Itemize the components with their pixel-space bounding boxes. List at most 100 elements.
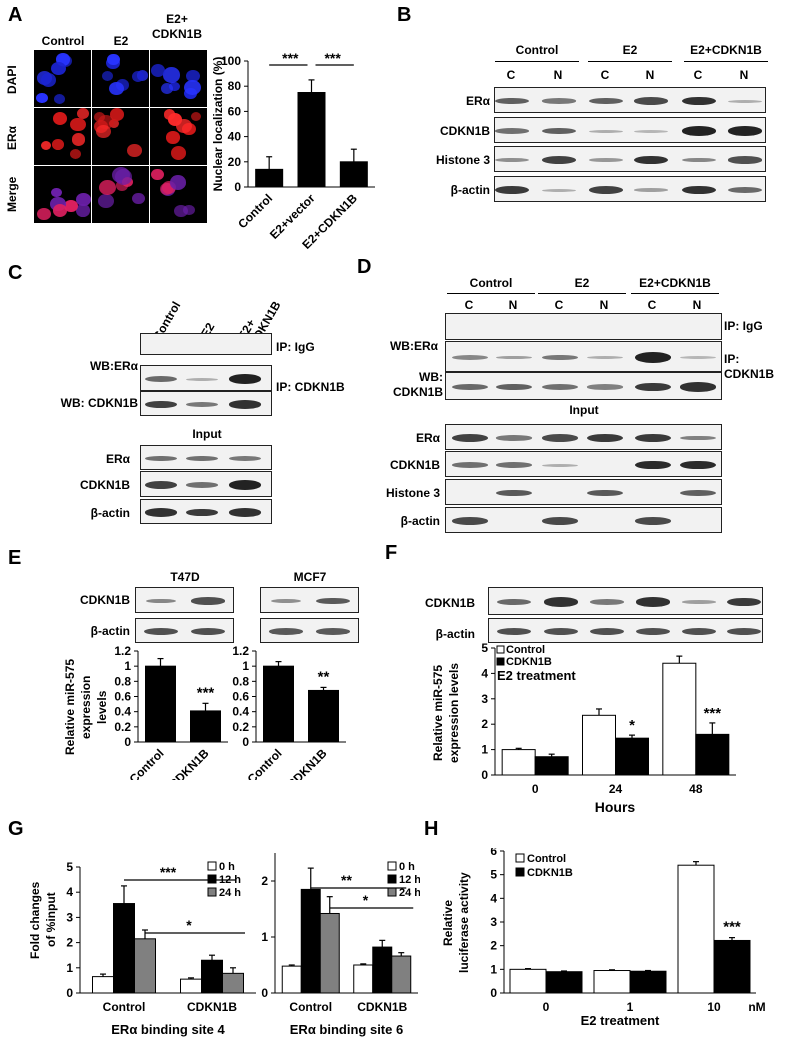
group-label: E2+CDKN1B (639, 276, 711, 290)
panel-c-wb-cdkn1b: WB: CDKN1B (60, 396, 138, 410)
legend-label: 0 h (219, 861, 235, 873)
band (682, 126, 716, 136)
blot-row-label: ERα (465, 94, 490, 108)
y-tick-label: 1 (490, 962, 497, 976)
x-tick-label: CDKN1B (284, 746, 329, 780)
band (587, 356, 623, 359)
band (589, 186, 623, 194)
lane-label: C (647, 298, 657, 312)
nucleus (114, 169, 132, 185)
micrograph-cell (92, 108, 149, 165)
nucleus (190, 111, 202, 122)
y-tick-label: 0.8 (232, 674, 249, 688)
band (146, 598, 176, 604)
band (634, 188, 668, 192)
y-tick-label: 4 (66, 885, 73, 899)
y-tick-label: 40 (228, 130, 242, 144)
bar (713, 939, 751, 994)
band (452, 383, 488, 391)
band (635, 460, 671, 470)
band (495, 157, 529, 163)
x-tick-label: CDKN1B (357, 1000, 407, 1014)
band (452, 517, 488, 525)
bar (501, 749, 536, 776)
panel-c-wb-era: WB:ERα (89, 359, 138, 373)
legend-swatch (515, 867, 525, 877)
band (727, 628, 761, 635)
nucleus (132, 192, 145, 204)
blot-strip (494, 176, 766, 202)
y-tick-label: 0.4 (114, 705, 131, 719)
bar (509, 968, 547, 994)
lane-label: N (645, 68, 655, 82)
nucleus (108, 82, 124, 96)
x-tick-label: Control (245, 746, 285, 780)
bar (190, 710, 221, 743)
panel-label-c: C (8, 262, 23, 284)
nucleus (99, 179, 116, 195)
chart-a-nuclear-localization: 020406080100ControlE2+vectorE2+CDKN1BNuc… (211, 50, 375, 250)
nucleus (102, 70, 114, 81)
significance-stars: *** (324, 50, 341, 66)
blot-strip (260, 618, 359, 643)
nucleus (64, 199, 79, 213)
x-tick-label: 0 (532, 782, 539, 796)
blot-strip (445, 451, 722, 477)
band (682, 628, 716, 635)
band (544, 628, 578, 635)
legend-swatch (207, 874, 217, 884)
panel-d-ip-cdkn1b: IP: CDKN1B (724, 352, 775, 381)
bar (353, 964, 374, 994)
x-tick-label: 1 (627, 1000, 634, 1014)
bar (534, 756, 569, 776)
group-underline (588, 61, 672, 62)
bar (339, 161, 368, 188)
significance-stars: ** (341, 872, 352, 888)
micrograph-cell (150, 50, 207, 107)
panel-a-col-control: Control (41, 34, 85, 48)
blot-strip (494, 117, 766, 143)
band (635, 352, 671, 363)
blot-strip (135, 618, 234, 643)
band (316, 597, 350, 605)
bar (145, 665, 176, 743)
band (589, 158, 623, 162)
panel-h-ylabel: Relative luciferase activity (441, 872, 471, 974)
blot-row-label: β-actin (450, 183, 490, 197)
nucleus (109, 108, 124, 121)
y-tick-label: 60 (228, 104, 242, 118)
blot-row-label: β-actin (90, 506, 130, 520)
y-tick-label: 0.6 (232, 690, 249, 704)
band (271, 598, 301, 604)
band (144, 628, 178, 635)
band (727, 597, 761, 607)
bar (113, 903, 135, 994)
bar (300, 888, 321, 994)
nucleus (166, 131, 180, 144)
blot-row-label: Histone 3 (385, 486, 440, 500)
lane-label: C (693, 68, 703, 82)
legend-label: Control (527, 853, 566, 865)
group-label: Control (469, 276, 513, 290)
y-tick-label: 1 (261, 930, 268, 944)
y-tick-label: 4 (490, 891, 497, 905)
y-tick-label: 0 (66, 986, 73, 1000)
panel-a-row-dapi: DAPI (5, 65, 19, 94)
y-tick-label: 0.8 (114, 674, 131, 688)
band (186, 455, 218, 462)
lane-label: C (464, 298, 474, 312)
bar (222, 972, 244, 994)
lane-label: C (506, 68, 516, 82)
blot-row-label: ERα (105, 452, 130, 466)
legend-label: CDKN1B (527, 867, 573, 879)
panel-d-wb-era: WB:ERα (389, 339, 438, 353)
y-tick-label: 1 (481, 743, 488, 757)
blot-strip (140, 391, 272, 416)
blot-title: T47D (170, 570, 200, 584)
blot-row-label: CDKN1B (439, 124, 490, 138)
band (635, 382, 671, 392)
band (542, 384, 578, 390)
band (682, 600, 716, 604)
x-axis-unit: nM (748, 1000, 765, 1014)
y-tick-label: 5 (66, 860, 73, 874)
